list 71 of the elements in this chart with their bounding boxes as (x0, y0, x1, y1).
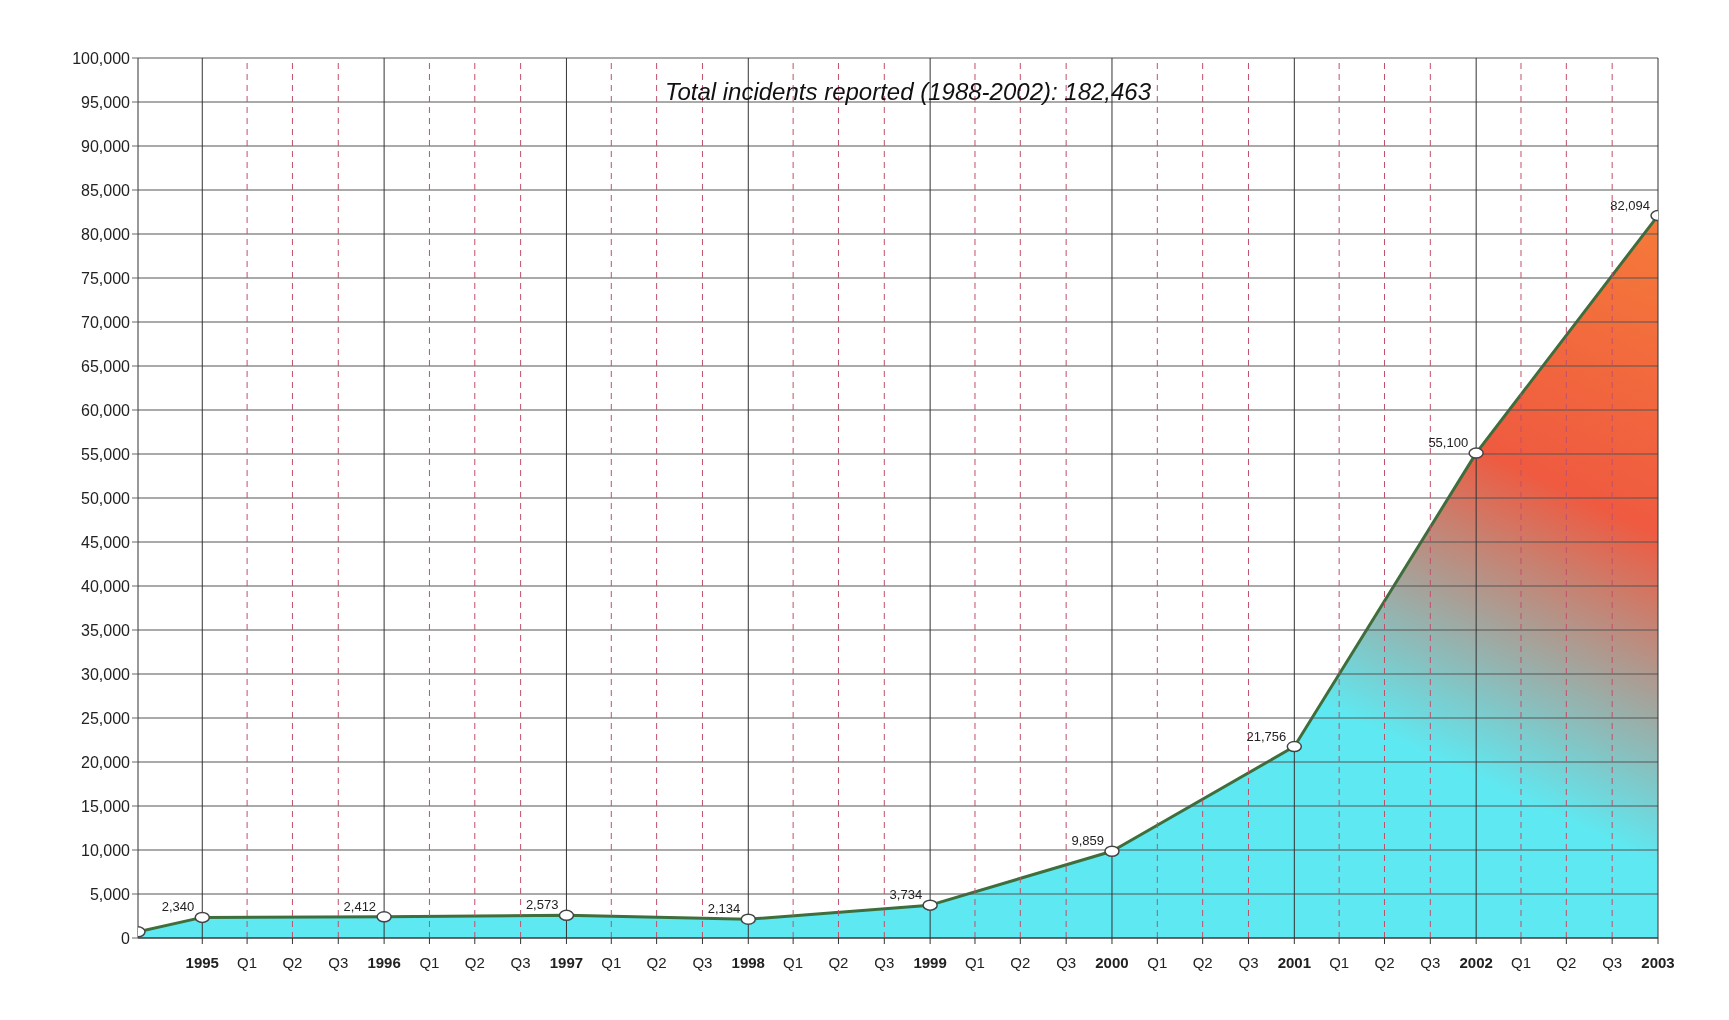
y-tick-label: 0 (121, 929, 131, 947)
y-tick-label: 25,000 (81, 709, 131, 727)
x-tick-label: 1998 (731, 953, 765, 971)
y-tick-label: 45,000 (81, 533, 131, 551)
x-tick-label: Q2 (1010, 953, 1031, 971)
y-tick-label: 95,000 (81, 93, 131, 111)
x-tick-label: Q3 (1420, 953, 1441, 971)
data-label: 55,100 (1428, 435, 1469, 451)
data-label: 82,094 (1610, 197, 1650, 213)
x-tick-label: Q1 (1510, 953, 1531, 971)
x-tick-label: Q3 (328, 953, 349, 971)
x-tick-label: Q1 (419, 953, 440, 971)
x-tick-label: 1996 (367, 953, 401, 971)
y-tick-label: 55,000 (81, 445, 131, 463)
y-tick-label: 65,000 (81, 357, 131, 375)
data-label: 2,134 (707, 901, 741, 917)
y-tick-label: 30,000 (81, 665, 131, 683)
point (1468, 447, 1484, 459)
x-tick-label: Q3 (1056, 953, 1077, 971)
x-tick-label: Q3 (1238, 953, 1259, 971)
y-tick-label: 20,000 (81, 753, 131, 771)
x-tick-label: Q2 (1192, 953, 1213, 971)
x-tick-label: 1995 (185, 953, 219, 971)
x-tick-label: Q1 (1329, 953, 1350, 971)
point (376, 911, 392, 923)
point (558, 909, 575, 922)
point (740, 913, 757, 925)
x-tick-label: 1997 (549, 953, 584, 971)
x-tick-label: Q2 (828, 953, 849, 971)
point (922, 899, 938, 911)
y-tick-label: 5,000 (89, 885, 131, 903)
y-tick-label: 60,000 (81, 401, 131, 419)
x-tick-label: Q1 (1147, 953, 1168, 971)
x-tick-label: Q3 (510, 953, 531, 971)
y-tick-label: 70,000 (81, 313, 131, 331)
y-tick-label: 90,000 (81, 137, 131, 155)
y-tick-label: 80,000 (81, 225, 131, 243)
x-tick-label: Q2 (646, 953, 667, 971)
x-tick-label: Q1 (237, 953, 258, 971)
y-tick-label: 75,000 (81, 269, 131, 287)
y-tick-label: 100,000 (72, 49, 131, 67)
data-label: 9,859 (1071, 833, 1104, 849)
data-label: 2,573 (525, 897, 559, 913)
x-tick-label: 1999 (913, 953, 947, 971)
point (1104, 845, 1120, 857)
x-tick-label: Q1 (964, 953, 985, 971)
point (194, 911, 211, 924)
data-label: 21,756 (1246, 728, 1287, 744)
y-tick-label: 40,000 (81, 577, 131, 595)
x-tick-label: 2002 (1459, 953, 1493, 971)
y-tick-label: 85,000 (81, 181, 131, 199)
x-tick-label: Q3 (692, 953, 713, 971)
x-tick-label: Q2 (1556, 953, 1577, 971)
x-tick-label: Q2 (282, 953, 303, 971)
data-label: 3,734 (889, 887, 923, 903)
x-tick-label: 2001 (1277, 953, 1311, 971)
x-tick-label: Q2 (1374, 953, 1395, 971)
y-tick-label: 10,000 (81, 841, 131, 859)
data-label: 2,412 (343, 898, 377, 914)
y-tick-label: 15,000 (81, 797, 131, 815)
data-label: 2,340 (161, 899, 195, 915)
x-tick-label: Q1 (601, 953, 622, 971)
x-tick-label: Q1 (783, 953, 804, 971)
y-tick-label: 50,000 (81, 489, 131, 507)
x-tick-label: 2000 (1095, 953, 1129, 971)
x-tick-label: Q3 (1602, 953, 1623, 971)
point (1286, 740, 1303, 753)
x-tick-label: Q3 (874, 953, 895, 971)
x-tick-label: Q2 (464, 953, 485, 971)
x-tick-label: 2003 (1641, 953, 1675, 971)
y-tick-label: 35,000 (81, 621, 131, 639)
